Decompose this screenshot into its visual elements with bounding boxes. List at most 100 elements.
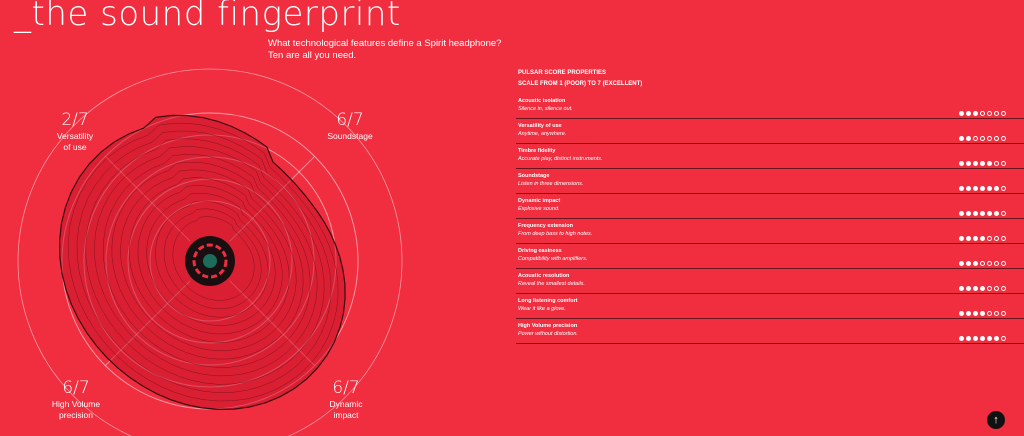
sound-fingerprint-chart	[17, 68, 403, 436]
fingerprint-contour	[85, 138, 325, 385]
score-dot-empty	[994, 111, 999, 116]
score-dot-filled	[959, 211, 964, 216]
score-dot-filled	[994, 186, 999, 191]
property-description: Accurate play, distinct instruments.	[518, 156, 603, 162]
score-dot-empty	[1001, 161, 1006, 166]
score-dot-filled	[966, 286, 971, 291]
score-dot-empty	[987, 286, 992, 291]
property-row: Acoustic isolation Silence in, silence ou…	[516, 94, 1024, 119]
property-name: Soundstage	[518, 173, 550, 179]
intro-answer: Ten are all you need.	[268, 50, 357, 61]
score-dot-filled	[966, 236, 971, 241]
score-dot-filled	[966, 261, 971, 266]
score-dot-filled	[987, 161, 992, 166]
score-dot-filled	[980, 236, 985, 241]
score-dot-filled	[980, 211, 985, 216]
property-description: Power without distortion.	[518, 331, 578, 337]
score-dot-empty	[994, 311, 999, 316]
fingerprint-contour	[146, 193, 276, 326]
score-dots	[959, 278, 1008, 296]
score-dots	[959, 178, 1008, 196]
score-dot-filled	[973, 286, 978, 291]
score-dot-filled	[966, 161, 971, 166]
score-dot-filled	[973, 261, 978, 266]
score-dot-empty	[994, 261, 999, 266]
score-dot-filled	[966, 111, 971, 116]
fingerprint-contour	[129, 177, 290, 343]
property-name: Driving easiness	[518, 248, 562, 254]
score-dots	[959, 203, 1008, 221]
score-dot-empty	[987, 261, 992, 266]
property-row: Acoustic resolution Reveal the smallest d…	[516, 269, 1024, 294]
axis-score: 6/7	[62, 378, 90, 398]
score-dot-filled	[959, 261, 964, 266]
fingerprint-contour	[172, 216, 255, 301]
property-row: High Volume precision Power without disto…	[516, 319, 1024, 344]
score-dot-empty	[1001, 211, 1006, 216]
score-dot-filled	[980, 336, 985, 341]
score-dot-filled	[973, 161, 978, 166]
scroll-to-top-button[interactable]: ↑	[987, 411, 1005, 429]
axis-score: 2/7	[61, 110, 89, 130]
axis-name: Soundstage	[327, 131, 373, 141]
property-row: Frequency extension From deep bass to hig…	[516, 219, 1024, 244]
intro-text: What technological features define a Spi…	[268, 38, 501, 62]
property-name: Acoustic resolution	[518, 273, 570, 279]
chart-ring	[17, 68, 403, 436]
score-dot-filled	[980, 311, 985, 316]
score-dot-empty	[980, 261, 985, 266]
score-dot-filled	[987, 211, 992, 216]
axis-label-dynamic: 6/7 Dynamic impact	[316, 378, 376, 420]
score-dot-filled	[987, 186, 992, 191]
property-description: Compatibility with amplifiers.	[518, 256, 588, 262]
fingerprint-contour	[163, 208, 262, 310]
fingerprint-contour	[102, 154, 311, 368]
score-dot-filled	[980, 186, 985, 191]
score-dot-empty	[994, 236, 999, 241]
score-dot-filled	[987, 336, 992, 341]
score-dot-empty	[980, 136, 985, 141]
score-dot-filled	[973, 236, 978, 241]
fingerprint-contour	[137, 185, 283, 335]
score-dot-filled	[973, 186, 978, 191]
property-description: Wear it like a glove.	[518, 306, 566, 312]
property-row: Versatility of use Anytime, anywhere.	[516, 119, 1024, 144]
score-dot-empty	[987, 311, 992, 316]
axis-label-versatility: 2/7 Versatility of use	[50, 110, 100, 152]
property-row: Soundstage Listen in three dimensions.	[516, 169, 1024, 194]
arrow-up-icon: ↑	[993, 414, 999, 426]
score-dot-filled	[959, 136, 964, 141]
score-dot-filled	[959, 286, 964, 291]
score-dot-filled	[959, 336, 964, 341]
score-dots	[959, 128, 1008, 146]
score-dot-empty	[987, 236, 992, 241]
property-description: Explosive sound.	[518, 206, 560, 212]
score-dots	[959, 253, 1008, 271]
score-dot-empty	[980, 111, 985, 116]
score-dot-empty	[1001, 136, 1006, 141]
property-name: Versatility of use	[518, 123, 562, 129]
score-dot-filled	[959, 161, 964, 166]
score-dot-filled	[973, 336, 978, 341]
axis-name: High Volume	[51, 399, 101, 409]
score-dots	[959, 328, 1008, 346]
fingerprint-contour	[76, 130, 332, 393]
properties-list: Acoustic isolation Silence in, silence ou…	[516, 94, 1024, 344]
axis-name: impact	[333, 410, 359, 420]
score-dot-empty	[973, 136, 978, 141]
page-title: _the sound fingerprint	[14, 0, 401, 34]
score-dots	[959, 228, 1008, 246]
score-dot-filled	[959, 311, 964, 316]
score-dot-empty	[1001, 311, 1006, 316]
axis-label-high-volume: 6/7 High Volume precision	[46, 378, 106, 420]
score-dot-empty	[1001, 111, 1006, 116]
axis-score: 6/7	[336, 110, 364, 130]
axis-name: Versatility	[56, 131, 94, 141]
intro-question: What technological features define a Spi…	[268, 38, 502, 49]
property-row: Driving easiness Compatibility with ampli…	[516, 244, 1024, 269]
score-dot-empty	[1001, 236, 1006, 241]
score-dot-filled	[994, 211, 999, 216]
score-dot-empty	[987, 111, 992, 116]
axis-name: Dynamic	[329, 399, 363, 409]
score-dot-filled	[973, 111, 978, 116]
